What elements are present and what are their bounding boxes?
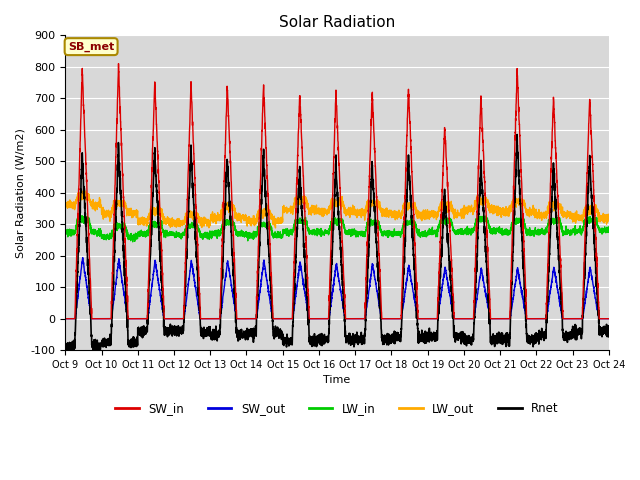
LW_in xyxy=(604,228,612,234)
SW_out xyxy=(159,310,167,315)
LW_out xyxy=(271,225,279,231)
Line: Rnet: Rnet xyxy=(65,134,609,353)
LW_out xyxy=(429,211,436,216)
SW_in xyxy=(605,316,612,322)
LW_out xyxy=(605,216,612,222)
SW_out xyxy=(490,316,497,322)
SW_in xyxy=(459,316,467,322)
LW_in xyxy=(317,228,324,234)
LW_in xyxy=(459,229,467,235)
SW_out xyxy=(604,316,612,322)
LW_out xyxy=(82,188,90,194)
X-axis label: Time: Time xyxy=(323,375,351,385)
LW_in xyxy=(61,230,69,236)
Rnet xyxy=(605,327,612,333)
SW_out xyxy=(605,316,612,322)
LW_out xyxy=(490,208,498,214)
Line: SW_out: SW_out xyxy=(65,258,609,319)
SW_out xyxy=(79,255,86,261)
LW_in xyxy=(605,228,612,233)
LW_in xyxy=(159,229,167,235)
Y-axis label: Solar Radiation (W/m2): Solar Radiation (W/m2) xyxy=(15,128,25,258)
SW_in xyxy=(317,316,324,322)
LW_out xyxy=(159,216,167,222)
Line: LW_in: LW_in xyxy=(65,216,609,242)
SW_out xyxy=(61,316,69,322)
Line: SW_in: SW_in xyxy=(65,64,609,319)
Rnet xyxy=(61,346,69,351)
SW_in xyxy=(490,316,497,322)
SW_in xyxy=(159,287,167,293)
Rnet xyxy=(513,132,521,137)
SW_in xyxy=(115,61,122,67)
Text: SB_met: SB_met xyxy=(68,41,115,52)
SW_out xyxy=(459,316,467,322)
Rnet xyxy=(429,336,436,342)
Rnet xyxy=(490,334,497,340)
Rnet xyxy=(67,350,75,356)
Rnet xyxy=(159,306,167,312)
LW_out xyxy=(604,217,612,223)
LW_out xyxy=(459,212,467,218)
LW_in xyxy=(490,228,498,234)
LW_in xyxy=(129,239,136,245)
SW_in xyxy=(429,316,436,322)
LW_out xyxy=(317,208,324,214)
LW_in xyxy=(78,213,86,218)
LW_in xyxy=(429,229,436,235)
Rnet xyxy=(459,332,467,338)
Title: Solar Radiation: Solar Radiation xyxy=(279,15,395,30)
LW_out xyxy=(61,200,69,206)
SW_out xyxy=(317,316,324,322)
SW_in xyxy=(61,316,69,322)
SW_in xyxy=(604,316,612,322)
Line: LW_out: LW_out xyxy=(65,191,609,228)
SW_out xyxy=(429,316,436,322)
Rnet xyxy=(604,327,612,333)
Legend: SW_in, SW_out, LW_in, LW_out, Rnet: SW_in, SW_out, LW_in, LW_out, Rnet xyxy=(111,397,563,420)
Rnet xyxy=(317,336,324,342)
